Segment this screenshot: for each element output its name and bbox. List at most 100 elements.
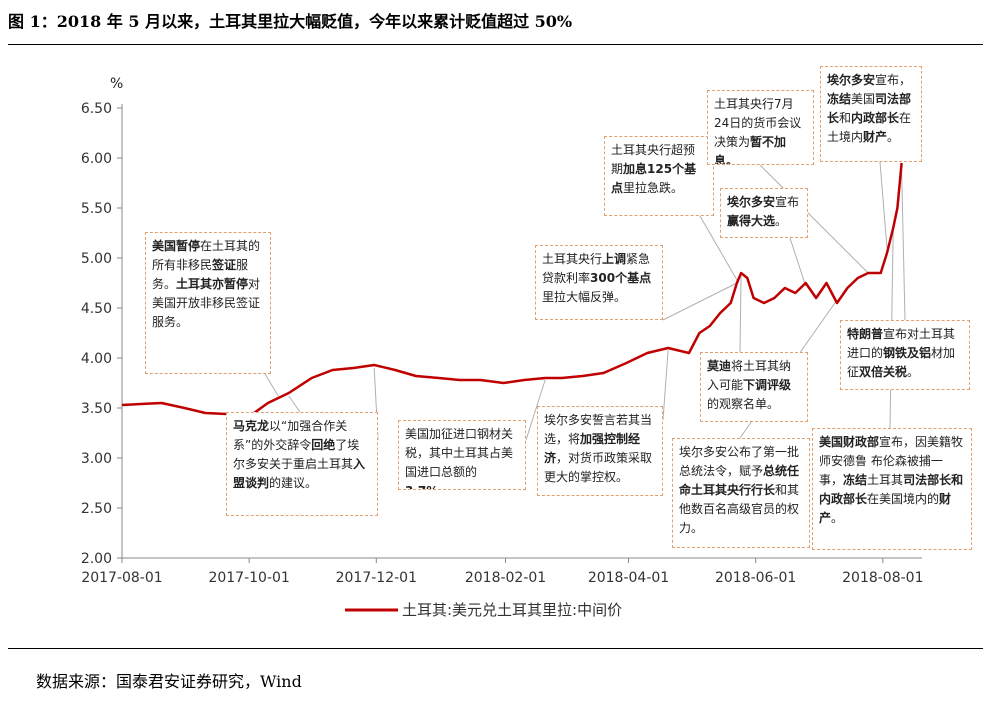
annotation-text: 期 (611, 162, 624, 176)
annotation-leader-line (879, 161, 888, 249)
footer-divider (8, 648, 983, 649)
annotation-text: 开放非移民签证服 (152, 296, 261, 329)
annotation-text: 的观察名单。 (707, 397, 780, 411)
annotation-leader-line (662, 282, 738, 321)
annotation-no-rate-hike: 土耳其央行7月24日的货币会议决策为暂不加息。 (707, 90, 814, 165)
annotation-text: 点 (611, 181, 624, 195)
annotation-text: 埃尔多安誓言若其当 (544, 413, 653, 427)
annotation-text: 入可能 (707, 378, 744, 392)
annotation-treasury-sanctions: 美国财政部宣布，因美籍牧师安德鲁 布伦森被捕一事，冻结土耳其司法部长和内政部长在… (812, 428, 972, 550)
y-tick-label: 4.00 (81, 351, 112, 367)
annotation-text: 安关于重启土耳其 (257, 457, 354, 471)
annotation-text: 宣布对土耳 (883, 327, 944, 341)
annotation-text: 更大的掌控权。 (544, 470, 629, 484)
annotation-text: 司法部 (875, 92, 912, 106)
annotation-text: 判 (257, 476, 270, 490)
annotation-text: 钢铁及铝 (883, 346, 932, 360)
annotation-text: 3.7% (405, 484, 438, 489)
y-tick-label: 3.50 (81, 401, 112, 417)
legend-label: 土耳其:美元兑土耳其里拉:中间价 (402, 601, 622, 619)
annotation-freeze-us-assets: 埃尔多安宣布， 冻结美国司法部长和内政部长在土境内财产。 (820, 66, 922, 162)
annotation-text: 和其 (775, 483, 800, 497)
annotation-text: 土耳其央行7月24 (714, 97, 794, 130)
annotation-text: 紧 (626, 252, 639, 266)
x-tick-label: 2018-06-01 (715, 570, 796, 586)
annotation-text: 命土耳其央行行长 (679, 483, 776, 497)
annotation-text: 日的货币会议决策 (714, 116, 802, 149)
chart-series (121, 162, 903, 420)
annotation-text: 和 (839, 111, 852, 125)
annotation-moodys-watch: 莫迪将土耳其纳入可能下调评级的观察名单。 (700, 352, 808, 422)
y-tick-label: 3.00 (81, 451, 112, 467)
annotation-text: 下调评级 (743, 378, 792, 392)
x-tick-label: 2018-02-01 (465, 570, 546, 586)
annotation-text: 马克龙 (233, 419, 270, 433)
annotation-text: 埃尔多安 (827, 73, 876, 87)
annotation-text: 的建议。 (269, 476, 318, 490)
annotation-macron-eu-talks: 马克龙以“加强合作关系”的外交辞令回绝了埃尔多安关于重启土耳其入盟谈判的建议。 (226, 412, 378, 516)
annotation-leader-line (699, 215, 738, 281)
chart-legend: 土耳其:美元兑土耳其里拉:中间价 (345, 601, 622, 619)
annotation-text: ，对货币政策采取 (556, 451, 653, 465)
annotation-presidential-decree: 埃尔多安公布了第一批总统法令，赋予总统任命土耳其央行行长和其他数百名高级官员的权… (672, 438, 810, 548)
annotation-leader-line (739, 273, 742, 353)
x-tick-label: 2017-08-01 (81, 570, 162, 586)
chart-axes: 2.00 2.50 3.00 3.50 4.00 4.50 5.00 5.50 6.00 6.50… (81, 101, 924, 586)
annotation-text: 土 (867, 473, 880, 487)
y-tick-label: 2.00 (81, 551, 112, 567)
annotation-text: 赢得大选 (727, 214, 776, 228)
annotation-text: 里拉急跌。 (623, 181, 684, 195)
annotation-text: 加息125个基 (623, 162, 697, 176)
annotation-text: 国进口总额的 (405, 465, 478, 479)
annotation-text: 宣布， (875, 73, 912, 87)
chart-title: 图 1：2018 年 5 月以来，土耳其里拉大幅贬值，今年以来累计贬值超过 50… (8, 12, 573, 31)
annotation-steel-tariff: 美国加征进口钢材关税，其中土耳其占美国进口总额的 3.7%。 (398, 420, 526, 490)
annotation-text: 务。 (152, 277, 177, 291)
annotation-text: 美籍牧师安德鲁 布伦 (819, 435, 964, 468)
annotation-text: 暂不加息。 (714, 135, 787, 165)
x-tick-label: 2017-10-01 (208, 570, 289, 586)
annotation-text: 财产 (819, 492, 952, 525)
annotation-text: 宣布，因 (879, 435, 928, 449)
annotation-leader-line (901, 167, 906, 321)
annotation-text: 点 (639, 271, 652, 285)
annotation-text: 。 (775, 214, 788, 228)
y-tick-label: 5.00 (81, 251, 112, 267)
annotation-text: 美国暂停 (152, 239, 201, 253)
annotation-text: 税，其中土耳其占美 (405, 446, 514, 460)
annotation-text: 。 (438, 484, 450, 489)
annotation-text: 土境内 (827, 130, 864, 144)
series-line-try-usd (121, 162, 903, 420)
y-tick-label: 5.50 (81, 201, 112, 217)
annotation-text: 美国 (851, 92, 876, 106)
annotation-text: 埃尔多安 (727, 195, 776, 209)
annotation-text: 了埃尔多 (233, 438, 360, 471)
annotation-text: 总统法令，赋予 (679, 464, 764, 478)
annotation-text: 森被捕一事， (819, 454, 943, 487)
annotation-text: 以“加强合作关系” (233, 419, 348, 452)
annotation-text: 财产 (863, 130, 888, 144)
annotation-text: 里拉大幅反弹。 (542, 290, 627, 304)
annotation-text: 内政部长 (851, 111, 900, 125)
annotation-text: 耳其 (879, 473, 904, 487)
annotation-text: 其进口的 (847, 327, 956, 360)
annotation-text: 土耳其亦暂停 (176, 277, 249, 291)
y-tick-label: 2.50 (81, 501, 112, 517)
annotation-text: 上调 (602, 252, 627, 266)
annotation-text: 。 (831, 511, 844, 525)
annotation-text: 选，将 (544, 432, 581, 446)
annotation-visa-suspension: 美国暂停在土耳其的所有非移民签证服务。土耳其亦暂停对美国开放非移民签证服务。 (145, 232, 271, 374)
annotation-text: 莫迪 (707, 359, 732, 373)
annotation-text: 签证 (212, 258, 237, 272)
annotation-text: 在美国境内的 (867, 492, 940, 506)
annotation-text: 入盟谈 (233, 457, 366, 490)
annotation-text: 土耳其央行 (542, 252, 603, 266)
annotation-leader-line (525, 379, 546, 441)
annotation-text: 总统任 (763, 464, 800, 478)
annotation-text: 他数百名高级官员的权 (679, 502, 800, 516)
annotation-text: 济 (544, 451, 557, 465)
annotation-rate-hike-125bp: 土耳其央行超预期加息125个基点里拉急跌。 (604, 136, 714, 216)
annotation-text: 美国加征进口钢材关 (405, 427, 514, 441)
x-tick-label: 2018-08-01 (842, 570, 923, 586)
annotation-text: 加强控制经 (580, 432, 641, 446)
